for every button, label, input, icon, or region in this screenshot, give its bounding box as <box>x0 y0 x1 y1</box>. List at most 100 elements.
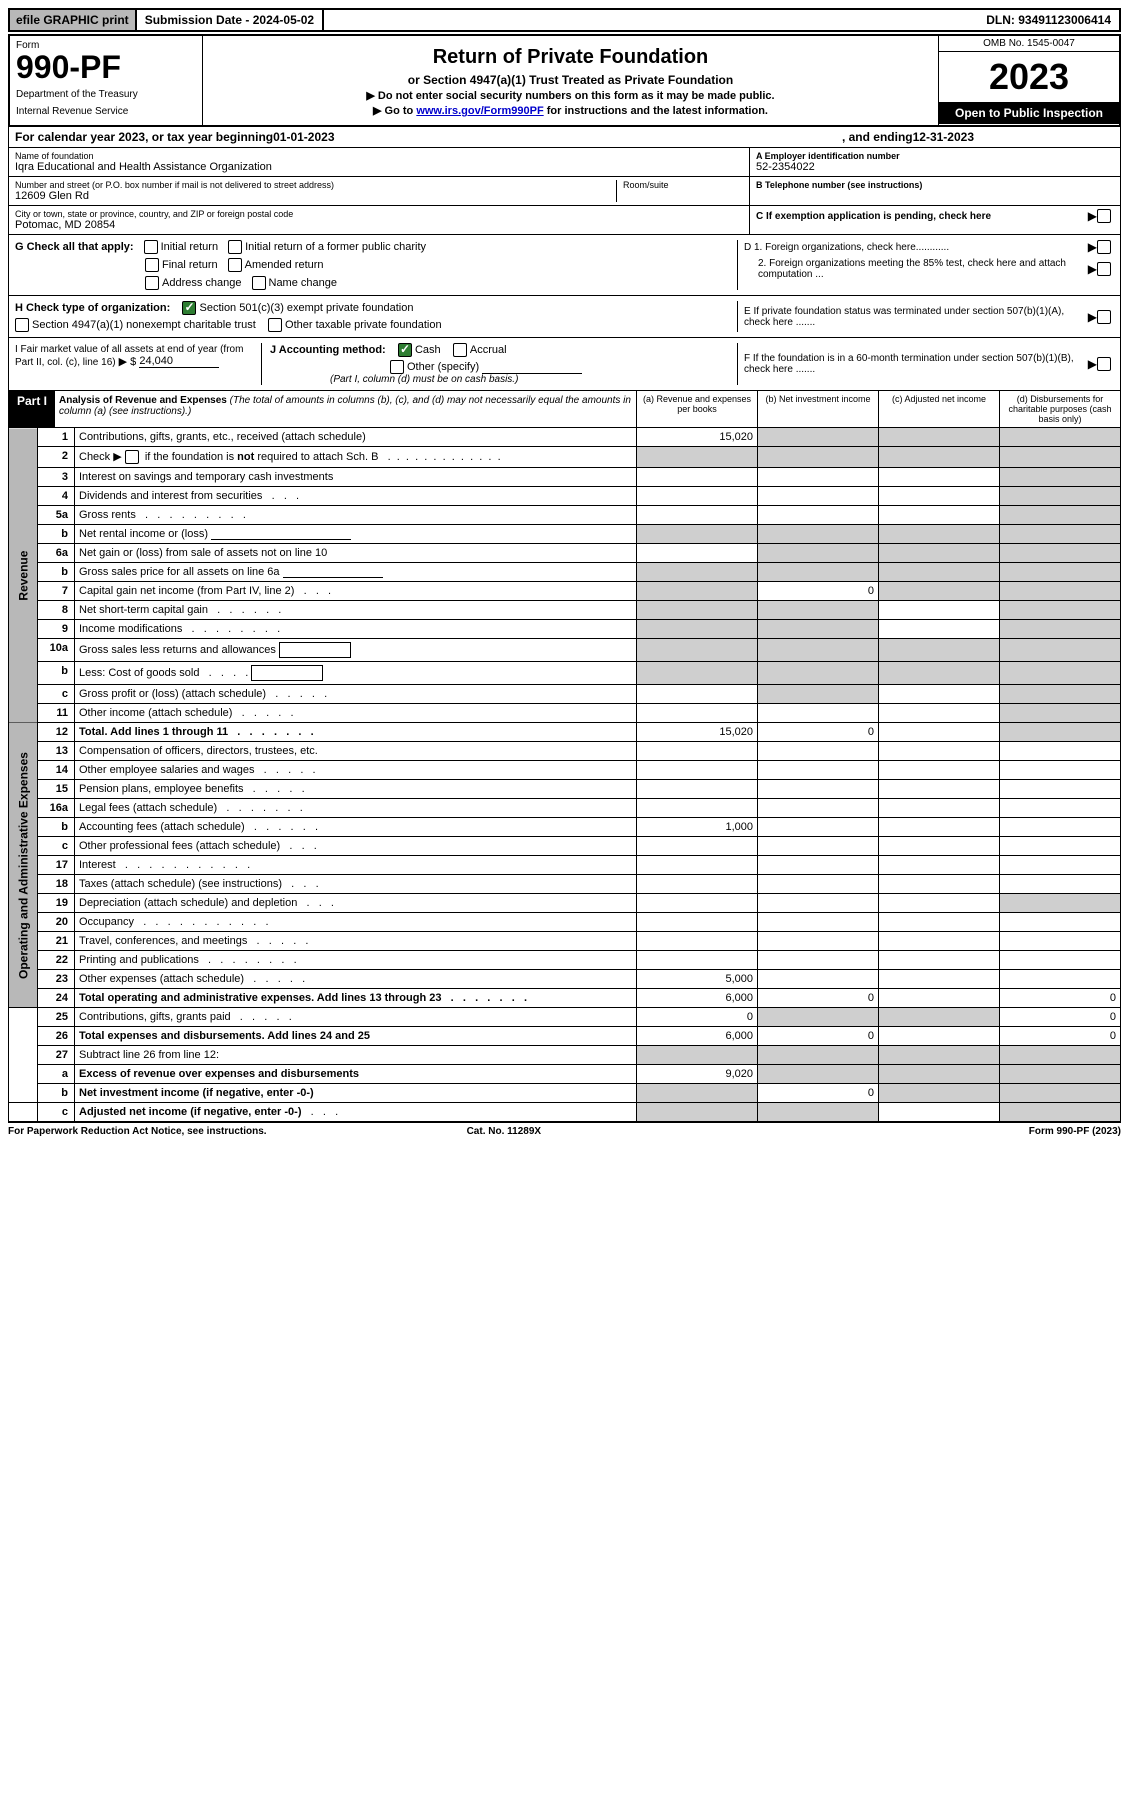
i-arrow: ▶ $ <box>119 356 137 368</box>
line26-a: 6,000 <box>637 1027 758 1046</box>
line-desc: Legal fees (attach schedule) . . . . . .… <box>75 799 637 818</box>
line-desc: Net short-term capital gain . . . . . . <box>75 601 637 620</box>
cal-begin: 01-01-2023 <box>273 130 334 144</box>
j-note: (Part I, column (d) must be on cash basi… <box>270 374 723 385</box>
line-num: 22 <box>38 951 75 970</box>
arrow-icon: ▶ <box>1088 240 1097 254</box>
checkbox-other-tax[interactable] <box>268 318 282 332</box>
h-4947: Section 4947(a)(1) nonexempt charitable … <box>32 319 256 331</box>
checkbox-addr-change[interactable] <box>145 276 159 290</box>
form-number: 990-PF <box>16 51 196 83</box>
ein-row: A Employer identification number 52-2354… <box>750 148 1120 177</box>
line-desc: Travel, conferences, and meetings . . . … <box>75 932 637 951</box>
j-other: Other (specify) <box>407 361 479 373</box>
foundation-name-row: Name of foundation Iqra Educational and … <box>9 148 749 177</box>
name-label: Name of foundation <box>15 151 743 161</box>
line-desc: Excess of revenue over expenses and disb… <box>75 1065 637 1084</box>
checkbox-501c3[interactable] <box>182 301 196 315</box>
line-h: H Check type of organization: Section 50… <box>15 301 731 332</box>
checkbox-c[interactable] <box>1097 209 1111 223</box>
f-label: F If the foundation is in a 60-month ter… <box>744 353 1088 375</box>
arrow-icon: ▶ <box>1088 310 1097 324</box>
line26-b: 0 <box>758 1027 879 1046</box>
phone-label: B Telephone number (see instructions) <box>756 180 1114 190</box>
ein-label: A Employer identification number <box>756 151 1114 161</box>
checkbox-other-method[interactable] <box>390 360 404 374</box>
checkbox-initial-former[interactable] <box>228 240 242 254</box>
line-e: E If private foundation status was termi… <box>737 301 1114 332</box>
part1-label: Part I <box>9 391 55 427</box>
checkbox-f[interactable] <box>1097 357 1111 371</box>
g-amended: Amended return <box>245 259 324 271</box>
info-section: Name of foundation Iqra Educational and … <box>8 148 1121 235</box>
line-num: 2 <box>38 447 75 468</box>
line-num: 4 <box>38 487 75 506</box>
checkbox-amended[interactable] <box>228 258 242 272</box>
checkbox-cash[interactable] <box>398 343 412 357</box>
irs-link[interactable]: www.irs.gov/Form990PF <box>416 105 543 117</box>
dept-treasury: Department of the Treasury <box>16 89 196 100</box>
dln: DLN: 93491123006414 <box>978 10 1119 30</box>
line-desc: Income modifications . . . . . . . . <box>75 620 637 639</box>
checkbox-initial[interactable] <box>144 240 158 254</box>
line-desc: Other expenses (attach schedule) . . . .… <box>75 970 637 989</box>
instr2-pre: ▶ Go to <box>373 105 416 117</box>
g-initial-former: Initial return of a former public charit… <box>245 241 426 253</box>
line1-a: 15,020 <box>637 428 758 447</box>
line-desc: Total expenses and disbursements. Add li… <box>75 1027 637 1046</box>
part1-title: Analysis of Revenue and Expenses <box>59 395 227 406</box>
line26-d: 0 <box>1000 1027 1121 1046</box>
line-num: c <box>38 1103 75 1122</box>
dln-value: 93491123006414 <box>1018 13 1111 27</box>
col-d-head: (d) Disbursements for charitable purpose… <box>999 391 1120 427</box>
checkbox-final[interactable] <box>145 258 159 272</box>
submission-date-value: 2024-05-02 <box>253 13 314 27</box>
line-num: 23 <box>38 970 75 989</box>
g-initial: Initial return <box>161 241 218 253</box>
col-c-head: (c) Adjusted net income <box>878 391 999 427</box>
line-desc: Net investment income (if negative, ente… <box>75 1084 637 1103</box>
line-c-row: C If exemption application is pending, c… <box>750 206 1120 226</box>
checkbox-accrual[interactable] <box>453 343 467 357</box>
checkbox-e[interactable] <box>1097 310 1111 324</box>
line-d: D 1. Foreign organizations, check here..… <box>737 240 1114 290</box>
line-num: 27 <box>38 1046 75 1065</box>
checkbox-sch-b[interactable] <box>125 450 139 464</box>
arrow-icon: ▶ <box>1088 262 1097 276</box>
room-label: Room/suite <box>623 180 743 190</box>
h-501c3: Section 501(c)(3) exempt private foundat… <box>199 302 413 314</box>
checkbox-4947[interactable] <box>15 318 29 332</box>
cal-end: 12-31-2023 <box>913 130 974 144</box>
line-num: 14 <box>38 761 75 780</box>
line-desc: Gross sales price for all assets on line… <box>75 563 637 582</box>
side-expenses: Operating and Administrative Expenses <box>9 723 38 1008</box>
line25-d: 0 <box>1000 1008 1121 1027</box>
line-desc: Less: Cost of goods sold . . . . <box>75 662 637 685</box>
line-num: 21 <box>38 932 75 951</box>
line-num: 7 <box>38 582 75 601</box>
line-desc: Net gain or (loss) from sale of assets n… <box>75 544 637 563</box>
omb-number: OMB No. 1545-0047 <box>939 36 1119 52</box>
h-label: H Check type of organization: <box>15 302 170 314</box>
h-other-tax: Other taxable private foundation <box>285 319 442 331</box>
line27a-a: 9,020 <box>637 1065 758 1084</box>
checkbox-d1[interactable] <box>1097 240 1111 254</box>
line-num: b <box>38 662 75 685</box>
line24-a: 6,000 <box>637 989 758 1008</box>
arrow-icon: ▶ <box>1088 209 1097 223</box>
e-label: E If private foundation status was termi… <box>744 306 1088 328</box>
checkbox-d2[interactable] <box>1097 262 1111 276</box>
calendar-year-row: For calendar year 2023, or tax year begi… <box>8 127 1121 148</box>
line-num: 20 <box>38 913 75 932</box>
line-num: b <box>38 525 75 544</box>
addr-label: Number and street (or P.O. box number if… <box>15 180 616 190</box>
city-row: City or town, state or province, country… <box>9 206 749 234</box>
checkbox-name-change[interactable] <box>252 276 266 290</box>
line-num: 25 <box>38 1008 75 1027</box>
instr2-post: for instructions and the latest informat… <box>544 105 768 117</box>
line-desc: Depreciation (attach schedule) and deple… <box>75 894 637 913</box>
city: Potomac, MD 20854 <box>15 219 743 231</box>
line-desc: Other professional fees (attach schedule… <box>75 837 637 856</box>
line-desc: Taxes (attach schedule) (see instruction… <box>75 875 637 894</box>
open-public-badge: Open to Public Inspection <box>939 102 1119 124</box>
